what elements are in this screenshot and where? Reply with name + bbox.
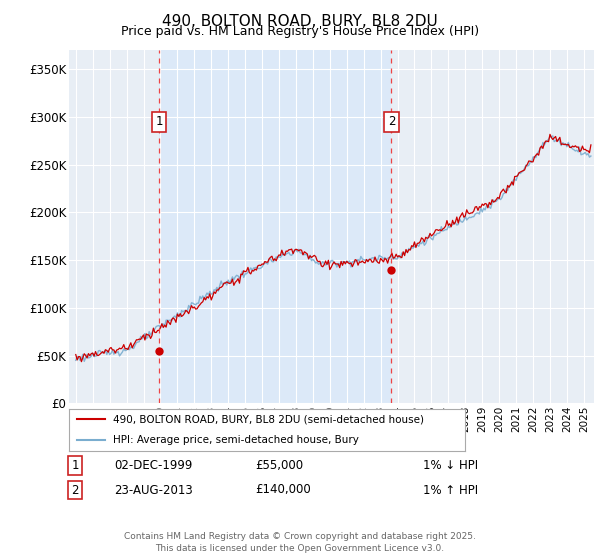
Text: 23-AUG-2013: 23-AUG-2013: [114, 483, 193, 497]
Text: HPI: Average price, semi-detached house, Bury: HPI: Average price, semi-detached house,…: [113, 435, 358, 445]
Text: 2: 2: [388, 115, 395, 128]
Text: 1: 1: [71, 459, 79, 473]
Text: 1% ↓ HPI: 1% ↓ HPI: [423, 459, 478, 473]
Text: 02-DEC-1999: 02-DEC-1999: [114, 459, 193, 473]
Text: Contains HM Land Registry data © Crown copyright and database right 2025.
This d: Contains HM Land Registry data © Crown c…: [124, 533, 476, 553]
Text: 490, BOLTON ROAD, BURY, BL8 2DU (semi-detached house): 490, BOLTON ROAD, BURY, BL8 2DU (semi-de…: [113, 414, 424, 424]
Bar: [159, 50, 391, 403]
Text: 490, BOLTON ROAD, BURY, BL8 2DU: 490, BOLTON ROAD, BURY, BL8 2DU: [162, 14, 438, 29]
Text: £140,000: £140,000: [255, 483, 311, 497]
Text: 1% ↑ HPI: 1% ↑ HPI: [423, 483, 478, 497]
Text: 1: 1: [155, 115, 163, 128]
Text: 2: 2: [71, 483, 79, 497]
Text: Price paid vs. HM Land Registry's House Price Index (HPI): Price paid vs. HM Land Registry's House …: [121, 25, 479, 38]
Text: £55,000: £55,000: [255, 459, 303, 473]
